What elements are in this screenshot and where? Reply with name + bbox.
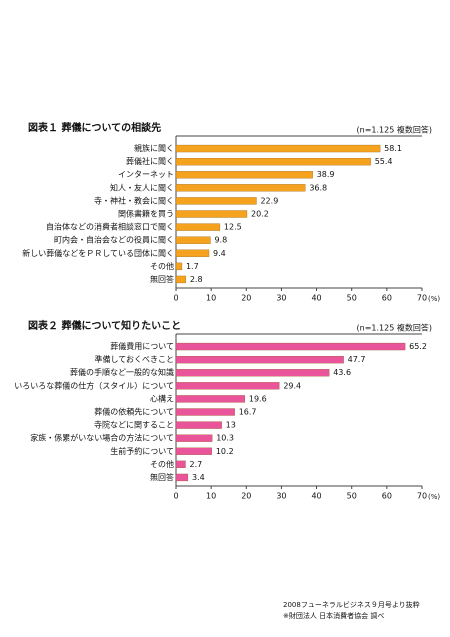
x-tick-label: 50 bbox=[347, 492, 357, 501]
chart-title: 図表２ 葬儀について知りたいこと bbox=[28, 319, 181, 332]
category-label: 葬儀の依頼先について bbox=[94, 407, 174, 417]
bar bbox=[175, 447, 212, 455]
value-label: 19.6 bbox=[249, 394, 267, 403]
note: 2008フューネラルビジネス９月号より抜粋 bbox=[283, 600, 420, 609]
value-label: 43.6 bbox=[333, 368, 351, 377]
value-label: 12.5 bbox=[224, 223, 242, 232]
subtitle: (n=1.125 複数回答) bbox=[357, 125, 432, 135]
value-label: 1.7 bbox=[186, 262, 199, 271]
x-tick-label: 60 bbox=[382, 294, 392, 303]
bar bbox=[175, 434, 213, 442]
bar bbox=[175, 236, 211, 244]
x-tick-label: 0 bbox=[173, 492, 178, 501]
value-label: 2.8 bbox=[190, 275, 203, 284]
category-label: いろいろな葬儀の仕方（スタイル）について bbox=[14, 380, 174, 390]
category-label: その他 bbox=[150, 459, 174, 469]
category-label: 葬儀社に聞く bbox=[126, 156, 174, 166]
bar bbox=[175, 171, 313, 179]
category-label: 葬儀費用について bbox=[110, 341, 174, 351]
bar bbox=[175, 249, 210, 257]
category-label: 心構え bbox=[150, 393, 174, 403]
note: ※財団法人 日本消費者協会 調べ bbox=[283, 611, 384, 620]
category-label: 自治体などの消費者相談窓口で聞く bbox=[46, 222, 174, 232]
value-label: 38.9 bbox=[317, 170, 335, 179]
subtitle: (n=1.125 複数回答) bbox=[357, 323, 432, 333]
x-tick-label: 40 bbox=[311, 294, 321, 303]
value-label: 58.1 bbox=[384, 144, 402, 153]
value-label: 9.8 bbox=[214, 236, 227, 245]
bar bbox=[175, 223, 221, 231]
value-label: 2.7 bbox=[189, 460, 202, 469]
value-label: 10.2 bbox=[216, 447, 234, 456]
x-tick-label: 30 bbox=[276, 294, 286, 303]
category-label: 葬儀の手順など一般的な知識 bbox=[70, 367, 174, 377]
bar bbox=[175, 382, 280, 390]
bar bbox=[175, 460, 186, 469]
category-label: 準備しておくべきこと bbox=[94, 354, 174, 364]
category-label: その他 bbox=[150, 261, 174, 271]
category-label: 知人・友人に聞く bbox=[110, 182, 174, 192]
value-label: 29.4 bbox=[283, 381, 301, 390]
category-label: 町内会・自治会などの役員に聞く bbox=[54, 235, 174, 245]
value-label: 13 bbox=[226, 421, 236, 430]
x-tick-label: 70 bbox=[417, 492, 427, 501]
bar bbox=[175, 157, 371, 166]
x-tick-label: 10 bbox=[206, 492, 216, 501]
category-label: 親族に聞く bbox=[134, 143, 174, 153]
x-tick-label: 0 bbox=[173, 294, 178, 303]
bar bbox=[175, 473, 189, 482]
bar bbox=[175, 210, 248, 218]
value-label: 20.2 bbox=[251, 210, 269, 219]
x-axis-unit: (%) bbox=[428, 295, 440, 303]
category-label: インターネット bbox=[118, 170, 174, 179]
x-tick-label: 70 bbox=[417, 294, 427, 303]
bar bbox=[175, 355, 344, 364]
x-tick-label: 20 bbox=[241, 492, 251, 501]
bar bbox=[175, 262, 183, 271]
value-label: 36.8 bbox=[309, 183, 327, 192]
value-label: 65.2 bbox=[409, 342, 427, 351]
value-label: 55.4 bbox=[375, 157, 393, 166]
bar bbox=[175, 197, 257, 205]
bar bbox=[175, 421, 222, 429]
value-label: 22.9 bbox=[260, 196, 278, 205]
value-label: 3.4 bbox=[192, 473, 205, 482]
category-label: 関係書籍を買う bbox=[118, 209, 174, 219]
x-tick-label: 20 bbox=[241, 294, 251, 303]
category-label: 無回答 bbox=[150, 274, 174, 284]
value-label: 10.3 bbox=[216, 434, 234, 443]
category-label: 新しい葬儀などをＰＲしている団体に聞く bbox=[22, 248, 174, 258]
chart-title: 図表１ 葬儀についての相談先 bbox=[28, 121, 161, 134]
x-tick-label: 60 bbox=[382, 492, 392, 501]
bar bbox=[175, 342, 406, 351]
category-label: 無回答 bbox=[150, 472, 174, 482]
x-tick-label: 10 bbox=[206, 294, 216, 303]
x-tick-label: 40 bbox=[311, 492, 321, 501]
bar bbox=[175, 408, 235, 416]
category-label: 寺・神社・教会に聞く bbox=[94, 195, 174, 205]
bar bbox=[175, 275, 186, 284]
category-label: 寺院などに関すること bbox=[94, 420, 174, 430]
value-label: 16.7 bbox=[239, 408, 257, 417]
value-label: 47.7 bbox=[348, 355, 366, 364]
x-tick-label: 30 bbox=[276, 492, 286, 501]
category-label: 家族・係累がいない場合の方法について bbox=[30, 433, 174, 443]
bar bbox=[175, 369, 330, 377]
x-axis-unit: (%) bbox=[428, 493, 440, 501]
value-label: 9.4 bbox=[213, 249, 226, 258]
bar bbox=[175, 184, 306, 192]
bar bbox=[175, 144, 381, 153]
category-label: 生前予約について bbox=[110, 446, 174, 456]
bar bbox=[175, 395, 246, 403]
x-tick-label: 50 bbox=[347, 294, 357, 303]
